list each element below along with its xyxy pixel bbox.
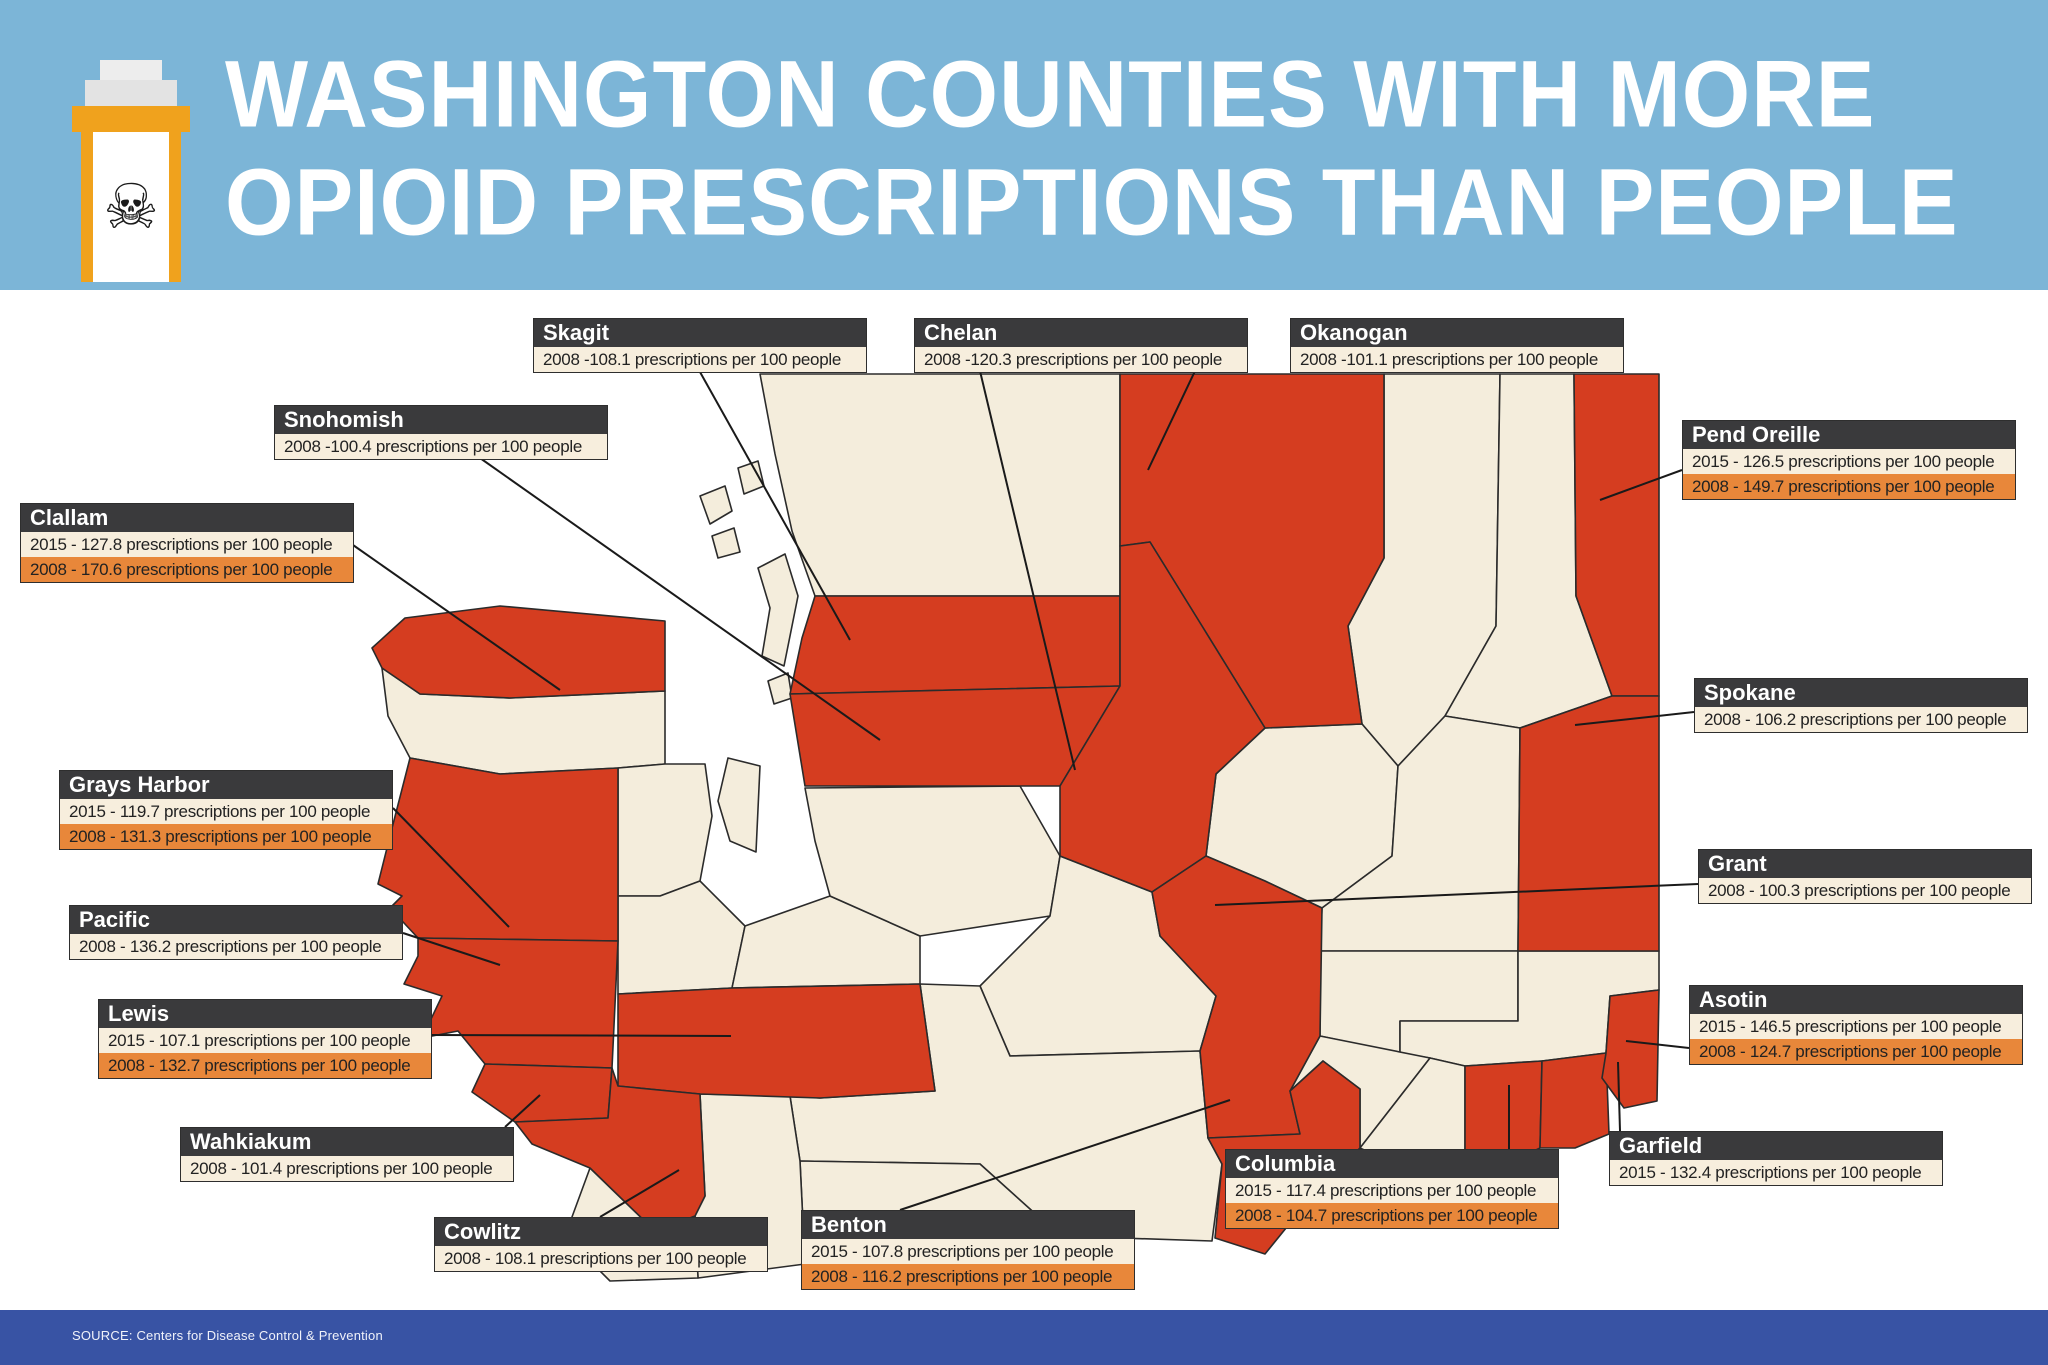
leader-garfield	[1617, 1061, 1621, 1132]
county-stat: 2008 - 104.7 prescriptions per 100 peopl…	[1226, 1203, 1558, 1228]
county-stat: 2008 -100.4 prescriptions per 100 people	[275, 434, 607, 459]
county-stat: 2008 - 149.7 prescriptions per 100 peopl…	[1683, 474, 2015, 499]
leader-okanogan	[1147, 370, 1196, 471]
pill-bottle-cap-lower	[85, 80, 177, 106]
county-callout-spokane: Spokane 2008 - 106.2 prescriptions per 1…	[1694, 678, 2028, 733]
county-stat: 2015 - 119.7 prescriptions per 100 peopl…	[60, 799, 392, 824]
county-name: Grays Harbor	[60, 771, 392, 799]
county-callout-lewis: Lewis 2015 - 107.1 prescriptions per 100…	[98, 999, 432, 1079]
county-callout-garfield: Garfield 2015 - 132.4 prescriptions per …	[1609, 1131, 1943, 1186]
leader-clallam	[352, 544, 561, 691]
county-callout-cowlitz: Cowlitz 2008 - 108.1 prescriptions per 1…	[434, 1217, 768, 1272]
county-stat: 2008 - 136.2 prescriptions per 100 peopl…	[70, 934, 402, 959]
county-callout-grant: Grant 2008 - 100.3 prescriptions per 100…	[1698, 849, 2032, 904]
county-stat: 2008 - 106.2 prescriptions per 100 peopl…	[1695, 707, 2027, 732]
county-callout-okanogan: Okanogan 2008 -101.1 prescriptions per 1…	[1290, 318, 1624, 373]
county-san-juan-3-shape	[711, 527, 741, 559]
county-san-juan-shape	[699, 485, 733, 525]
leader-grant	[1214, 883, 1699, 906]
leader-grays-harbor	[392, 807, 510, 928]
county-callout-clallam: Clallam 2015 - 127.8 prescriptions per 1…	[20, 503, 354, 583]
county-callout-skagit: Skagit 2008 -108.1 prescriptions per 100…	[533, 318, 867, 373]
county-stat: 2015 - 107.8 prescriptions per 100 peopl…	[802, 1239, 1134, 1264]
county-name: Asotin	[1690, 986, 2022, 1014]
county-stat: 2008 -101.1 prescriptions per 100 people	[1291, 347, 1623, 372]
county-stat: 2008 - 124.7 prescriptions per 100 peopl…	[1690, 1039, 2022, 1064]
county-asotin-shape	[1601, 989, 1660, 1109]
leader-asotin	[1625, 1040, 1690, 1049]
county-stat: 2015 - 117.4 prescriptions per 100 peopl…	[1226, 1178, 1558, 1203]
title-banner: ☠ WASHINGTON COUNTIES WITH MORE OPIOID P…	[0, 0, 2048, 290]
leader-snohomish	[479, 457, 881, 741]
county-stat: 2015 - 126.5 prescriptions per 100 peopl…	[1683, 449, 2015, 474]
county-name: Grant	[1699, 850, 2031, 878]
leader-skagit	[699, 371, 851, 641]
leader-lewis	[431, 1034, 732, 1037]
county-callout-asotin: Asotin 2015 - 146.5 prescriptions per 10…	[1689, 985, 2023, 1065]
county-name: Snohomish	[275, 406, 607, 434]
page-title-line2: OPIOID PRESCRIPTIONS THAN PEOPLE	[225, 148, 1959, 255]
county-stat: 2015 - 127.8 prescriptions per 100 peopl…	[21, 532, 353, 557]
pill-bottle-cap	[100, 60, 162, 80]
county-name: Cowlitz	[435, 1218, 767, 1246]
county-name: Pend Oreille	[1683, 421, 2015, 449]
county-cowlitz-shape	[514, 1067, 706, 1232]
county-stat: 2008 - 131.3 prescriptions per 100 peopl…	[60, 824, 392, 849]
county-name: Spokane	[1695, 679, 2027, 707]
county-callout-pend-oreille: Pend Oreille 2015 - 126.5 prescriptions …	[1682, 420, 2016, 500]
county-name: Skagit	[534, 319, 866, 347]
county-name: Chelan	[915, 319, 1247, 347]
county-kitsap-shape	[717, 757, 761, 853]
county-name: Benton	[802, 1211, 1134, 1239]
county-stat: 2015 - 146.5 prescriptions per 100 peopl…	[1690, 1014, 2022, 1039]
county-grays-harbor-shape	[377, 757, 619, 942]
county-clallam-shape	[371, 605, 666, 699]
county-callout-snohomish: Snohomish 2008 -100.4 prescriptions per …	[274, 405, 608, 460]
county-stat: 2008 -120.3 prescriptions per 100 people	[915, 347, 1247, 372]
pill-bottle-skull-icon: ☠	[72, 60, 190, 290]
county-stat: 2008 - 108.1 prescriptions per 100 peopl…	[435, 1246, 767, 1271]
county-name: Garfield	[1610, 1132, 1942, 1160]
county-name: Clallam	[21, 504, 353, 532]
county-garfield-shape	[1539, 1052, 1610, 1149]
county-name: Wahkiakum	[181, 1128, 513, 1156]
leader-wahkiakum	[504, 1094, 541, 1128]
leader-spokane	[1574, 711, 1695, 726]
county-name: Pacific	[70, 906, 402, 934]
county-stat: 2008 - 116.2 prescriptions per 100 peopl…	[802, 1264, 1134, 1289]
county-callout-grays-harbor: Grays Harbor 2015 - 119.7 prescriptions …	[59, 770, 393, 850]
leader-benton	[899, 1099, 1231, 1211]
county-callout-chelan: Chelan 2008 -120.3 prescriptions per 100…	[914, 318, 1248, 373]
leader-chelan	[979, 370, 1076, 771]
page-title-line1: WASHINGTON COUNTIES WITH MORE	[225, 40, 1876, 147]
county-callout-columbia: Columbia 2015 - 117.4 prescriptions per …	[1225, 1149, 1559, 1229]
county-name: Lewis	[99, 1000, 431, 1028]
county-stat: 2008 - 100.3 prescriptions per 100 peopl…	[1699, 878, 2031, 903]
county-stat: 2015 - 132.4 prescriptions per 100 peopl…	[1610, 1160, 1942, 1185]
county-callout-benton: Benton 2015 - 107.8 prescriptions per 10…	[801, 1210, 1135, 1290]
source-text: SOURCE: Centers for Disease Control & Pr…	[72, 1328, 383, 1343]
county-stat: 2008 - 101.4 prescriptions per 100 peopl…	[181, 1156, 513, 1181]
county-stat: 2008 -108.1 prescriptions per 100 people	[534, 347, 866, 372]
leader-cowlitz	[599, 1169, 680, 1218]
leader-pend-oreille	[1599, 469, 1683, 501]
county-stat: 2008 - 132.7 prescriptions per 100 peopl…	[99, 1053, 431, 1078]
source-bar: SOURCE: Centers for Disease Control & Pr…	[0, 1310, 2048, 1365]
county-king-shape	[804, 785, 1061, 937]
page-title: WASHINGTON COUNTIES WITH MORE OPIOID PRE…	[225, 40, 2035, 256]
pill-bottle-lid-band	[72, 106, 190, 132]
county-stat: 2015 - 107.1 prescriptions per 100 peopl…	[99, 1028, 431, 1053]
county-stat: 2008 - 170.6 prescriptions per 100 peopl…	[21, 557, 353, 582]
county-callout-wahkiakum: Wahkiakum 2008 - 101.4 prescriptions per…	[180, 1127, 514, 1182]
county-callout-pacific: Pacific 2008 - 136.2 prescriptions per 1…	[69, 905, 403, 960]
county-name: Columbia	[1226, 1150, 1558, 1178]
skull-crossbones-icon: ☠	[103, 170, 159, 243]
county-name: Okanogan	[1291, 319, 1623, 347]
pill-bottle-label: ☠	[81, 132, 181, 282]
county-island-shape	[757, 553, 799, 667]
leader-pacific	[402, 932, 501, 966]
